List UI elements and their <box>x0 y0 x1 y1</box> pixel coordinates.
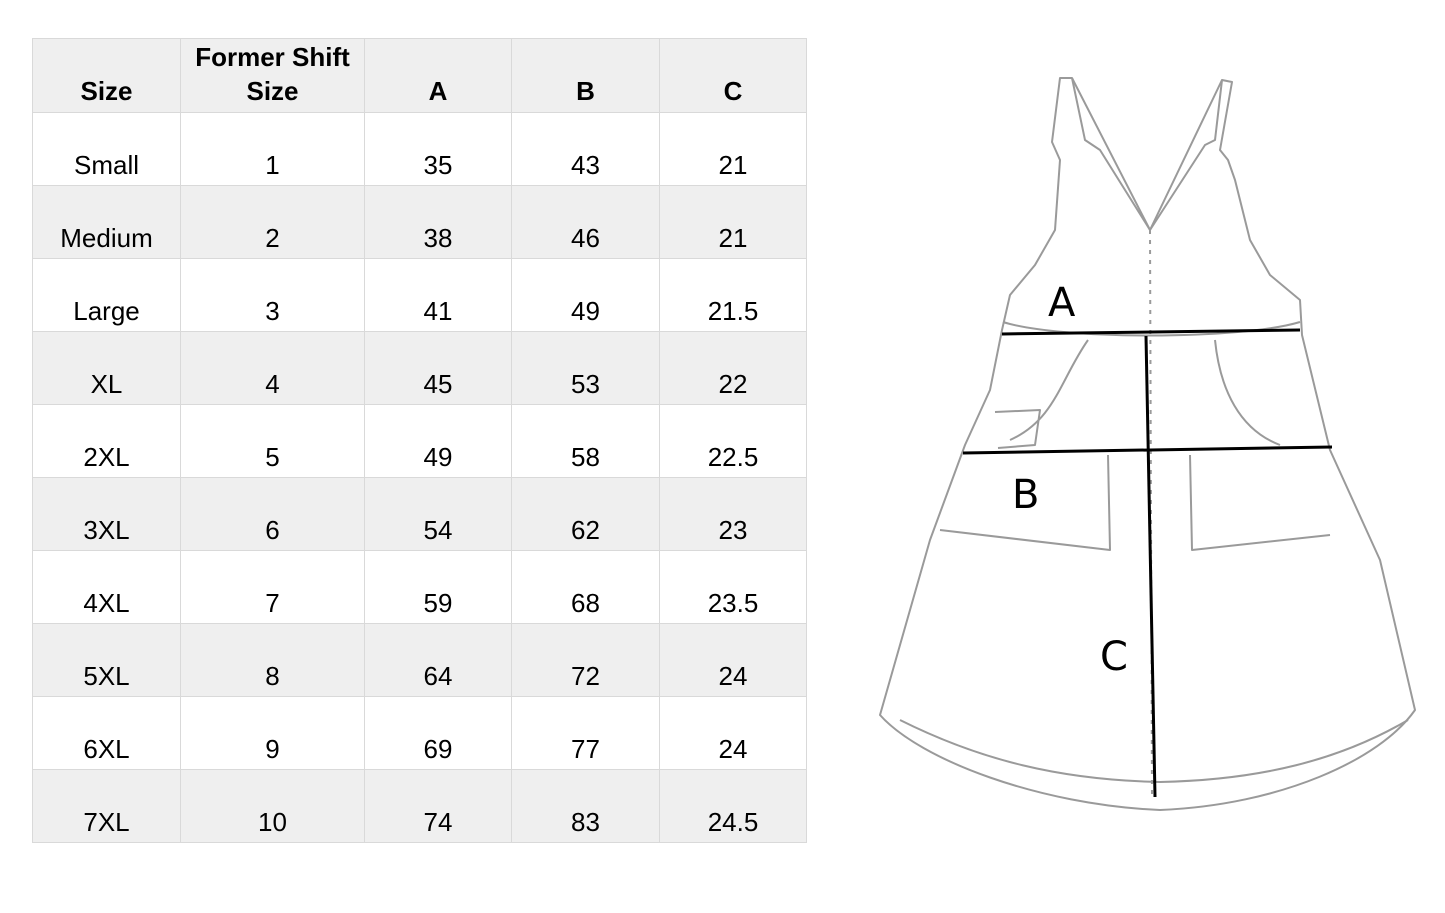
measure-line-a <box>1001 328 1301 336</box>
label-b: B <box>1012 472 1039 518</box>
table-cell: 1 <box>180 112 365 186</box>
pinafore-dress-diagram: A B C <box>879 77 1416 811</box>
table-cell: 35 <box>364 112 512 186</box>
table-cell: 7XL <box>32 769 181 843</box>
table-cell: 2 <box>180 185 365 259</box>
table-row: 2XL 5 49 58 22.5 <box>32 404 807 478</box>
table-cell: 24 <box>659 696 807 770</box>
table-cell: 53 <box>511 331 660 405</box>
table-row: Small 1 35 43 21 <box>32 112 807 186</box>
table-cell: 7 <box>180 550 365 624</box>
table-cell: 4XL <box>32 550 181 624</box>
table-cell: 59 <box>364 550 512 624</box>
table-header-row: Size Former Shift Size A B C <box>32 38 807 113</box>
table-cell: Large <box>32 258 181 332</box>
table-row: Large 3 41 49 21.5 <box>32 258 807 332</box>
table-cell: 23 <box>659 477 807 551</box>
table-cell: 24 <box>659 623 807 697</box>
table-cell: 21 <box>659 112 807 186</box>
table-cell: 6 <box>180 477 365 551</box>
header-c: C <box>659 38 807 113</box>
label-a: A <box>1048 280 1076 326</box>
table-cell: 41 <box>364 258 512 332</box>
table-row: 4XL 7 59 68 23.5 <box>32 550 807 624</box>
table-cell: 8 <box>180 623 365 697</box>
table-row: XL 4 45 53 22 <box>32 331 807 405</box>
header-b: B <box>511 38 660 113</box>
table-cell: 21 <box>659 185 807 259</box>
table-cell: 22 <box>659 331 807 405</box>
table-cell: 49 <box>511 258 660 332</box>
table-cell: 68 <box>511 550 660 624</box>
table-cell: 10 <box>180 769 365 843</box>
table-cell: 64 <box>364 623 512 697</box>
table-cell: 77 <box>511 696 660 770</box>
table-cell: XL <box>32 331 181 405</box>
table-cell: 22.5 <box>659 404 807 478</box>
table-cell: Small <box>32 112 181 186</box>
table-cell: 49 <box>364 404 512 478</box>
table-cell: 21.5 <box>659 258 807 332</box>
table-cell: 5 <box>180 404 365 478</box>
table-cell: 72 <box>511 623 660 697</box>
table-cell: Medium <box>32 185 181 259</box>
table-row: 7XL 10 74 83 24.5 <box>32 769 807 843</box>
table-row: 6XL 9 69 77 24 <box>32 696 807 770</box>
table-cell: 6XL <box>32 696 181 770</box>
table-cell: 3XL <box>32 477 181 551</box>
measure-line-c <box>1144 335 1157 798</box>
label-c: C <box>1100 634 1128 680</box>
table-cell: 24.5 <box>659 769 807 843</box>
table-cell: 83 <box>511 769 660 843</box>
table-cell: 69 <box>364 696 512 770</box>
table-cell: 45 <box>364 331 512 405</box>
table-cell: 74 <box>364 769 512 843</box>
table-cell: 5XL <box>32 623 181 697</box>
table-cell: 23.5 <box>659 550 807 624</box>
table-row: Medium 2 38 46 21 <box>32 185 807 259</box>
header-former-shift-size: Former Shift Size <box>180 38 365 113</box>
header-a: A <box>364 38 512 113</box>
size-chart-table: Size Former Shift Size A B C Small 1 35 43 2… <box>32 38 807 843</box>
header-size: Size <box>32 38 181 113</box>
table-row: 5XL 8 64 72 24 <box>32 623 807 697</box>
table-cell: 3 <box>180 258 365 332</box>
table-cell: 9 <box>180 696 365 770</box>
table-cell: 2XL <box>32 404 181 478</box>
table-cell: 62 <box>511 477 660 551</box>
table-row: 3XL 6 54 62 23 <box>32 477 807 551</box>
table-cell: 4 <box>180 331 365 405</box>
table-cell: 46 <box>511 185 660 259</box>
table-cell: 43 <box>511 112 660 186</box>
dress-outline <box>879 77 1416 811</box>
table-cell: 54 <box>364 477 512 551</box>
table-cell: 38 <box>364 185 512 259</box>
table-cell: 58 <box>511 404 660 478</box>
